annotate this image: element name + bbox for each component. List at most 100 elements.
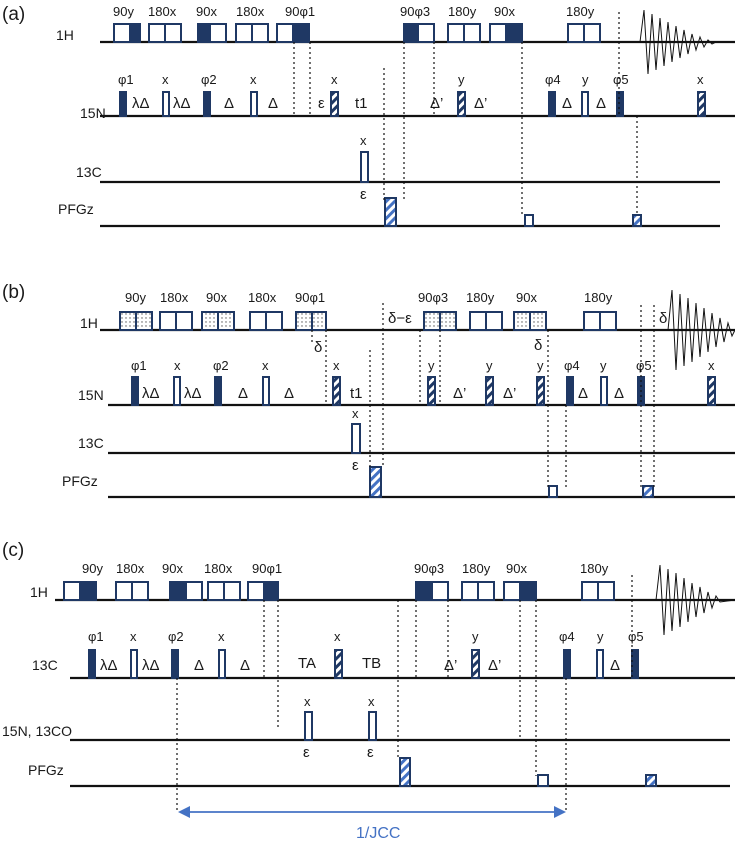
panel-a-gradient-2 [524, 214, 534, 227]
panel-a-h-phase-3: 180x [236, 4, 265, 19]
panel-b-n-delay-3: Δ [284, 385, 294, 402]
panel-a-n-delay-0: λΔ [132, 95, 150, 112]
panel-a-n-delay-6: Δ’ [430, 95, 443, 112]
panel-b-delta-2: δ [534, 337, 542, 354]
panel-a-h-phase-7: 90x [494, 4, 515, 19]
panel-b-h-phase-4: 90φ1 [295, 290, 325, 305]
panel-c-h-phase-1: 180x [116, 561, 145, 576]
panel-b-h-phase-6: 180y [466, 290, 495, 305]
panel-b-n-phase-10: φ5 [636, 358, 652, 373]
panel-b-gradient-2 [548, 485, 558, 498]
panel-a-n-phase-0: φ1 [118, 72, 134, 87]
panel-c-c-phase-2: φ2 [168, 629, 184, 644]
panel-a-h-phase-4: 90φ1 [285, 4, 315, 19]
panel-b-13c-pulse [351, 423, 361, 454]
panel-a-h-phase-2: 90x [196, 4, 217, 19]
panel-a-c-phase: x [360, 133, 367, 148]
panel-b-n-phase-7: y [537, 358, 544, 373]
panel-c-c-delay-0: λΔ [100, 657, 118, 674]
panel-c-15n-pulse-2 [368, 711, 377, 741]
panel-b-label: (b) [2, 282, 25, 303]
panel-a-h-phase-6: 180y [448, 4, 477, 19]
panel-b-gradient-3 [642, 485, 654, 498]
panel-b-fid [667, 289, 735, 371]
panel-c-c-phase-5: y [472, 629, 479, 644]
panel-a-n-phase-8: φ5 [613, 72, 629, 87]
panel-c-c-delay-3: Δ [240, 657, 250, 674]
panel-b-n-delay-5: Δ’ [453, 385, 466, 402]
panel-a-n-phase-4: x [331, 72, 338, 87]
panel-a-n-phase-3: x [250, 72, 257, 87]
panel-a-13c-label: 13C [76, 164, 102, 180]
panel-c-13c-pulses [88, 649, 639, 679]
panel-b-pfg-label: PFGz [62, 473, 98, 489]
panel-a-n-delay-7: Δ’ [474, 95, 487, 112]
panel-b-n-delay-6: Δ’ [503, 385, 516, 402]
panel-b-c-eps: ε [352, 457, 359, 474]
panel-b-n-delay-8: Δ [614, 385, 624, 402]
panel-c-h-phase-2: 90x [162, 561, 183, 576]
panel-c-n-eps-1: ε [367, 744, 374, 761]
panel-c-n-phase-1: x [368, 694, 375, 709]
panel-b-delta-1: δ−ε [388, 310, 412, 327]
panel-a-c-eps: ε [360, 186, 367, 203]
panel-c-1h-pulses [63, 581, 615, 601]
panel-a-pfg-label: PFGz [58, 201, 94, 217]
panel-b-h-phase-0: 90y [125, 290, 146, 305]
panel-b-15n-pulses [131, 376, 716, 406]
panel-c-h-phase-3: 180x [204, 561, 233, 576]
panel-c-h-phase-0: 90y [82, 561, 103, 576]
panel-b-n-phase-1: x [174, 358, 181, 373]
panel-c-c-phase-8: φ5 [628, 629, 644, 644]
panel-b-1h-label: 1H [80, 315, 98, 331]
panel-c-c-phase-3: x [218, 629, 225, 644]
panel-a-n-delay-5: t1 [355, 95, 368, 112]
panel-a-1h-label: 1H [56, 27, 74, 43]
panel-c-n-phase-0: x [304, 694, 311, 709]
panel-c-fid [655, 564, 735, 636]
panel-a-n-phase-9: x [697, 72, 704, 87]
panel-b-n-phase-3: x [262, 358, 269, 373]
panel-c-gradient-3 [645, 774, 657, 787]
panel-c-jcc-arrow [178, 806, 566, 818]
panel-a: (a) 1H 15N 13C PFGz [2, 4, 735, 228]
panel-a-15n-label: 15N [80, 105, 106, 121]
panel-c-c-delay-2: Δ [194, 657, 204, 674]
panel-c-c-phase-6: φ4 [559, 629, 575, 644]
panel-a-h-phase-8: 180y [566, 4, 595, 19]
panel-a-n-delay-1: λΔ [173, 95, 191, 112]
panel-c-gradient-2 [537, 774, 549, 787]
panel-c-13c-label: 13C [32, 657, 58, 673]
panel-a-n-phase-1: x [162, 72, 169, 87]
panel-a-n-phase-5: y [458, 72, 465, 87]
panel-c: (c) 1H 13C 15N, 13CO PFGz [2, 540, 735, 842]
panel-a-gradient-1 [384, 197, 397, 227]
panel-a-n-delay-9: Δ [596, 95, 606, 112]
panel-a-n-delay-2: Δ [224, 95, 234, 112]
panel-b-h-phase-2: 90x [206, 290, 227, 305]
panel-b-n-delay-1: λΔ [184, 385, 202, 402]
panel-b-n-delay-0: λΔ [142, 385, 160, 402]
panel-b-1h-pulses [119, 311, 617, 331]
panel-c-c-phase-0: φ1 [88, 629, 104, 644]
panel-b-n-phase-9: y [600, 358, 607, 373]
panel-a-n-phase-6: φ4 [545, 72, 561, 87]
panel-c-c-delay-1: λΔ [142, 657, 160, 674]
panel-b-n-delay-2: Δ [238, 385, 248, 402]
panel-c-c-delay-8: Δ [610, 657, 620, 674]
panel-c-jcc-label: 1/JCC [356, 825, 400, 842]
panel-b-h-phase-5: 90φ3 [418, 290, 448, 305]
panel-b-n-phase-5: y [428, 358, 435, 373]
panel-c-c-phase-4: x [334, 629, 341, 644]
panel-c-h-phase-7: 90x [506, 561, 527, 576]
panel-c-c-delay-6: Δ’ [444, 657, 457, 674]
panel-b-n-phase-8: φ4 [564, 358, 580, 373]
panel-a-n-phase-2: φ2 [201, 72, 217, 87]
panel-a-h-phase-5: 90φ3 [400, 4, 430, 19]
panel-a-13c-pulse [360, 151, 369, 183]
panel-c-c-delay-4: TA [298, 655, 316, 672]
panel-b-c-phase: x [352, 406, 359, 421]
panel-a-n-delay-3: Δ [268, 95, 278, 112]
panel-b-13c-label: 13C [78, 435, 104, 451]
